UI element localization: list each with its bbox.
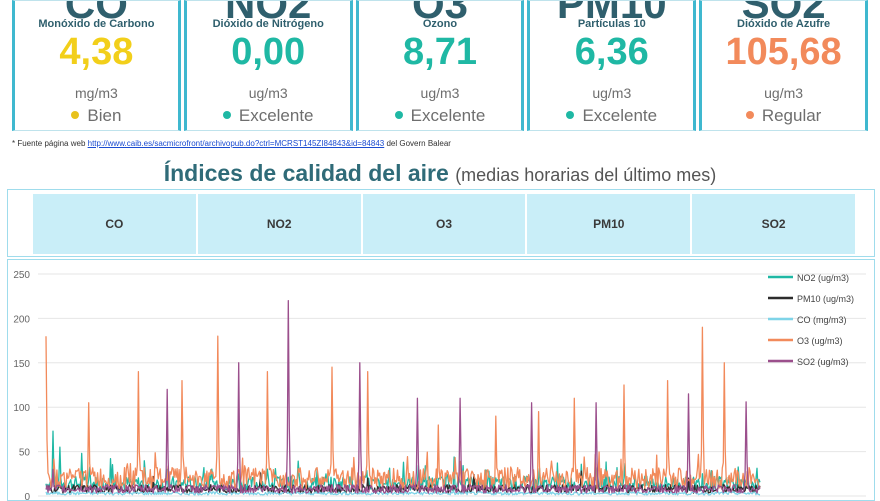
legend-label: SO2 (ug/m3) (797, 357, 849, 367)
tab-co[interactable]: CO (33, 194, 198, 254)
card-value: 6,36 (574, 31, 649, 73)
status-label: Regular (761, 106, 822, 125)
card-pm10[interactable]: PM10 Partículas 10 6,36 ug/m3 Excelente (527, 0, 697, 131)
series-line (45, 299, 761, 494)
series-line (45, 491, 761, 496)
card-status: Excelente (187, 106, 350, 126)
card-unit: ug/m3 (592, 85, 632, 101)
source-prefix: * Fuente página web (12, 139, 86, 148)
card-value: 4,38 (59, 31, 134, 73)
status-label: Bien (87, 106, 122, 125)
source-note: * Fuente página web http://www.caib.es/s… (12, 139, 451, 148)
legend-label: O3 (ug/m3) (797, 336, 843, 346)
source-link[interactable]: http://www.caib.es/sacmicrofront/archivo… (87, 139, 385, 148)
status-dot-icon (394, 110, 403, 119)
card-unit: mg/m3 (75, 85, 118, 101)
status-label: Excelente (238, 106, 314, 125)
legend-label: NO2 (ug/m3) (797, 273, 849, 283)
legend-label: CO (mg/m3) (797, 315, 847, 325)
card-value: 105,68 (725, 31, 842, 73)
series-line (45, 326, 761, 490)
card-symbol: SO2 (741, 0, 826, 27)
status-dot-icon (222, 110, 231, 119)
card-symbol: NO2 (225, 0, 312, 27)
card-name: Monóxido de Carbono (38, 18, 155, 30)
card-symbol: O3 (411, 0, 468, 27)
tab-pm10[interactable]: PM10 (527, 194, 693, 254)
y-tick-label: 100 (13, 403, 30, 414)
pollutant-tabs: CO NO2 O3 PM10 SO2 (33, 194, 855, 254)
card-value: 8,71 (403, 31, 477, 73)
pollutant-tabs-panel: CO NO2 O3 PM10 SO2 (7, 189, 875, 257)
tab-so2[interactable]: SO2 (692, 194, 855, 254)
card-value: 0,00 (231, 31, 306, 73)
source-suffix: del Govern Balear (386, 139, 451, 148)
y-tick-label: 50 (19, 448, 31, 459)
legend-label: PM10 (ug/m3) (797, 294, 854, 304)
card-status: Bien (15, 106, 178, 126)
page-title: Índices de calidad del aire (medias hora… (0, 160, 880, 187)
y-tick-label: 200 (13, 314, 30, 325)
card-status: Regular (702, 106, 865, 126)
y-tick-label: 250 (13, 270, 30, 281)
card-unit: ug/m3 (248, 85, 288, 101)
chart-panel: 0 50 100 150 200 250 NO2 (ug/m3) PM10 (ug/m3) CO… (7, 259, 875, 501)
card-symbol: CO (64, 0, 128, 27)
tab-o3[interactable]: O3 (362, 194, 528, 254)
y-tick-label: 0 (24, 492, 30, 500)
title-sub: (medias horarias del último mes) (455, 165, 717, 185)
tab-no2[interactable]: NO2 (197, 194, 363, 254)
card-name: Dióxido de Nitrógeno (212, 18, 324, 30)
card-name: Dióxido de Azufre (737, 18, 831, 30)
card-no2[interactable]: NO2 Dióxido de Nitrógeno 0,00 ug/m3 Exce… (183, 0, 353, 131)
card-co[interactable]: CO Monóxido de Carbono 4,38 mg/m3 Bien (12, 0, 181, 131)
title-main: Índices de calidad del aire (163, 160, 449, 186)
card-unit: ug/m3 (420, 85, 460, 101)
card-unit: ug/m3 (764, 85, 804, 101)
status-label: Excelente (582, 106, 658, 125)
y-tick-label: 150 (13, 359, 30, 370)
air-quality-chart: 0 50 100 150 200 250 NO2 (ug/m3) PM10 (ug/m3) CO… (13, 270, 866, 500)
card-name: Partículas 10 (577, 18, 646, 30)
card-symbol: PM10 (556, 0, 667, 27)
card-so2[interactable]: SO2 Dióxido de Azufre 105,68 ug/m3 Regul… (699, 0, 868, 131)
card-status: Excelente (530, 106, 693, 126)
card-o3[interactable]: O3 Ozono 8,71 ug/m3 Excelente (355, 0, 525, 131)
status-dot-icon (71, 110, 80, 119)
status-label: Excelente (410, 106, 486, 125)
card-status: Excelente (359, 106, 522, 126)
pollutant-cards: CO Monóxido de Carbono 4,38 mg/m3 Bien N… (12, 0, 868, 131)
status-dot-icon (745, 110, 754, 119)
card-name: Ozono (422, 18, 458, 30)
status-dot-icon (566, 110, 575, 119)
